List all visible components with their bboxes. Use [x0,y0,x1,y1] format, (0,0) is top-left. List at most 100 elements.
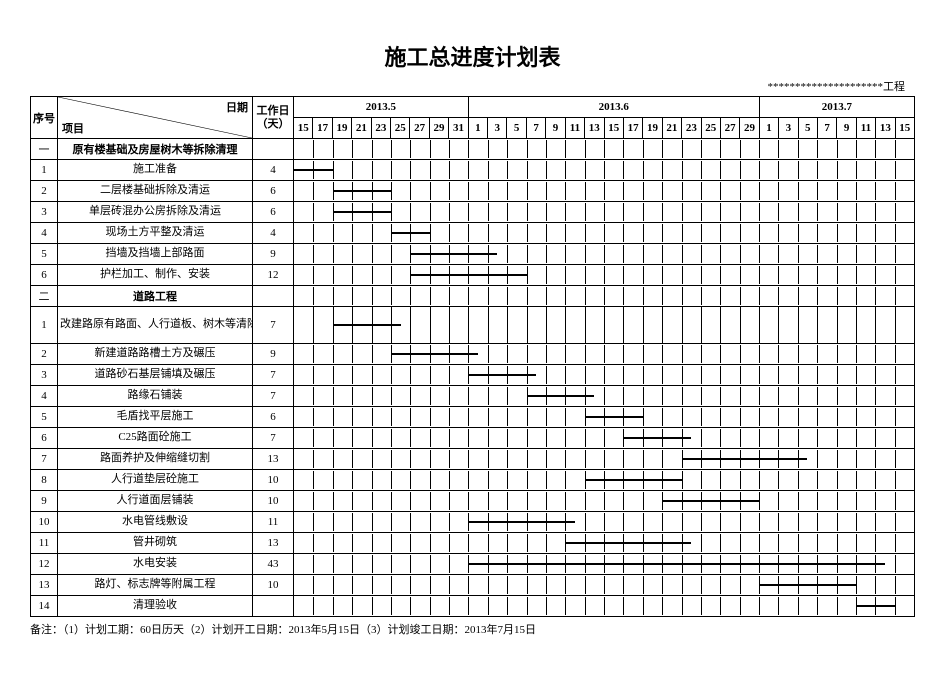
gantt-cell [294,470,915,491]
gantt-cell [294,512,915,533]
gantt-cell [294,344,915,365]
col-header-workdays: 工作日（天） [253,97,294,139]
row-name: 施工准备 [58,160,253,181]
row-days: 6 [253,181,294,202]
gantt-cell [294,307,915,344]
row-seq: 6 [31,265,58,286]
gantt-cell [294,407,915,428]
gantt-bar [333,211,391,213]
row-name: 毛盾找平层施工 [58,407,253,428]
footnote: 备注：（1）计划工期：60日历天（2）计划开工日期：2013年5月15日（3）计… [30,621,915,637]
gantt-bar [527,395,595,397]
row-seq: 13 [31,575,58,596]
section-seq: 二 [31,286,58,307]
day-header: 29 [740,118,759,139]
day-header: 27 [720,118,739,139]
row-seq: 4 [31,386,58,407]
row-name: 改建路原有路面、人行道板、树木等清除 [58,307,253,344]
gantt-bar [856,605,895,607]
gantt-cell [294,491,915,512]
day-header: 3 [779,118,798,139]
day-header: 17 [313,118,332,139]
month-header: 2013.5 [294,97,469,118]
section-days-empty [253,139,294,160]
gantt-bar [468,563,885,565]
gantt-cell [294,139,915,160]
gantt-cell [294,223,915,244]
day-header: 13 [585,118,604,139]
project-subtitle: *********************工程 [30,78,915,94]
gantt-bar [391,232,430,234]
gantt-cell [294,386,915,407]
row-days: 10 [253,470,294,491]
row-seq: 6 [31,428,58,449]
gantt-cell [294,265,915,286]
day-header: 15 [604,118,623,139]
row-seq: 10 [31,512,58,533]
gantt-bar [682,458,808,460]
gantt-bar [333,324,401,326]
gantt-cell [294,533,915,554]
day-header: 17 [623,118,642,139]
gantt-cell [294,596,915,617]
row-days: 7 [253,428,294,449]
row-name: 二层楼基础拆除及清运 [58,181,253,202]
row-seq: 1 [31,160,58,181]
day-header: 15 [895,118,914,139]
row-seq: 3 [31,365,58,386]
row-name: 管井砌筑 [58,533,253,554]
row-name: 路面养护及伸缩缝切割 [58,449,253,470]
row-days [253,596,294,617]
row-seq: 2 [31,344,58,365]
section-seq: 一 [31,139,58,160]
gantt-bar [333,190,391,192]
month-header: 2013.7 [759,97,914,118]
row-seq: 14 [31,596,58,617]
col-header-seq: 序号 [31,97,58,139]
day-header: 19 [643,118,662,139]
row-name: 清理验收 [58,596,253,617]
day-header: 23 [371,118,390,139]
section-title: 道路工程 [58,286,253,307]
gantt-cell [294,202,915,223]
row-seq: 12 [31,554,58,575]
day-header: 11 [565,118,584,139]
diag-bot: 项目 [62,120,84,136]
gantt-bar [585,416,643,418]
day-header: 21 [662,118,681,139]
row-days: 43 [253,554,294,575]
day-header: 1 [759,118,778,139]
gantt-bar [468,374,536,376]
row-days: 10 [253,491,294,512]
page-title: 施工总进度计划表 [30,40,915,72]
gantt-cell [294,428,915,449]
day-header: 23 [682,118,701,139]
day-header: 9 [837,118,856,139]
row-seq: 11 [31,533,58,554]
day-header: 5 [798,118,817,139]
day-header: 7 [526,118,545,139]
gantt-cell [294,554,915,575]
gantt-cell [294,575,915,596]
row-days: 13 [253,449,294,470]
row-days: 13 [253,533,294,554]
row-days: 10 [253,575,294,596]
day-header: 15 [294,118,313,139]
section-days-empty [253,286,294,307]
gantt-table: 序号日期项目工作日（天）2013.52013.62013.7 151719212… [30,96,915,617]
row-days: 6 [253,202,294,223]
gantt-cell [294,286,915,307]
row-seq: 1 [31,307,58,344]
day-header: 29 [429,118,448,139]
gantt-bar [410,253,497,255]
row-name: C25路面砼施工 [58,428,253,449]
row-name: 人行道面层铺装 [58,491,253,512]
gantt-bar [759,584,856,586]
row-days: 7 [253,386,294,407]
row-days: 6 [253,407,294,428]
row-name: 现场土方平整及清运 [58,223,253,244]
day-header: 9 [546,118,565,139]
table-body: 一原有楼基础及房屋树木等拆除清理1施工准备42二层楼基础拆除及清运63单层砖混办… [31,139,915,617]
diag-top: 日期 [226,99,248,115]
day-header: 1 [468,118,487,139]
